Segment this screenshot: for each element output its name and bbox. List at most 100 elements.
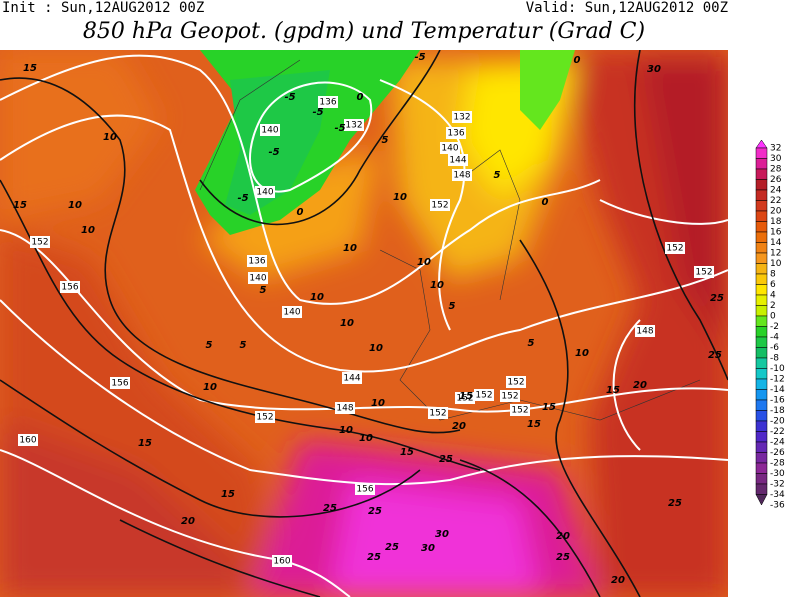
init-time: Init : Sun,12AUG2012 00Z xyxy=(2,0,204,16)
colorbar-swatch xyxy=(755,473,768,485)
geopotential-label: 156 xyxy=(61,283,78,293)
geopotential-label: 136 xyxy=(447,129,464,139)
colorbar-label: -26 xyxy=(770,448,785,458)
geopotential-label: 148 xyxy=(453,171,470,181)
colorbar-cap xyxy=(755,494,768,506)
temperature-label: 10 xyxy=(203,382,217,393)
temperature-label: 20 xyxy=(633,380,647,391)
colorbar-label: 24 xyxy=(770,186,782,196)
geopotential-label: 140 xyxy=(249,274,266,284)
geopotential-label: 152 xyxy=(456,394,473,404)
label-box xyxy=(318,96,338,108)
colorbar-label: 16 xyxy=(770,228,782,238)
label-box xyxy=(344,119,364,131)
colorbar-label: -8 xyxy=(770,354,779,364)
label-box xyxy=(342,372,362,384)
temperature-label: 25 xyxy=(668,498,682,509)
colorbar-label: 20 xyxy=(770,207,782,217)
temperature-label: 5 xyxy=(494,170,501,181)
colorbar-swatch xyxy=(755,200,768,212)
label-box xyxy=(247,255,267,267)
temperature-label: 25 xyxy=(556,552,570,563)
temperature-label: 5 xyxy=(240,340,247,351)
colorbar-swatch xyxy=(755,158,768,170)
geopotential-label: 132 xyxy=(345,121,362,131)
temperature-label: 0 xyxy=(574,55,581,66)
contour-labels: 136 132 140 132 136 140 144 148 152 140 136 140 140 1… xyxy=(13,52,724,586)
temperature-label: 15 xyxy=(221,489,235,500)
temperature-label: 15 xyxy=(459,391,473,402)
temperature-label: 20 xyxy=(556,531,570,542)
label-box xyxy=(452,111,472,123)
colorbar-label: 14 xyxy=(770,238,782,248)
colorbar-label: 32 xyxy=(770,144,781,154)
colorbar-label: 12 xyxy=(770,249,781,259)
temperature-label: 10 xyxy=(417,257,431,268)
temperature-label: 5 xyxy=(206,340,213,351)
label-box xyxy=(30,236,50,248)
label-box xyxy=(474,389,494,401)
temperature-label: 10 xyxy=(310,292,324,303)
colorbar-label: -34 xyxy=(770,490,785,500)
temperature-label: -5 xyxy=(334,123,345,134)
geopotential-label: 140 xyxy=(261,126,278,136)
geopotential-label: 148 xyxy=(636,327,653,337)
colorbar-label: 30 xyxy=(770,154,782,164)
colorbar-label: -36 xyxy=(770,501,785,511)
temperature-label: 15 xyxy=(23,63,37,74)
temperature-label: -5 xyxy=(268,147,279,158)
label-box xyxy=(272,555,292,567)
label-box xyxy=(440,142,460,154)
geopotential-label: 152 xyxy=(511,406,528,416)
colorbar-label: -24 xyxy=(770,438,785,448)
colorbar-swatch xyxy=(755,452,768,464)
geopotential-label: 144 xyxy=(449,156,466,166)
colorbar-cap xyxy=(755,139,768,149)
colorbar-label: 18 xyxy=(770,217,782,227)
colorbar-swatch xyxy=(755,336,768,348)
geopotential-label: 156 xyxy=(356,485,373,495)
temperature-label: 10 xyxy=(371,398,385,409)
temperature-label: 15 xyxy=(400,447,414,458)
colorbar-label: 26 xyxy=(770,175,782,185)
label-box xyxy=(282,306,302,318)
colorbar-swatch xyxy=(755,294,768,306)
map-area xyxy=(0,50,728,597)
colorbar-swatch xyxy=(755,273,768,285)
geopotential-label: 156 xyxy=(111,379,128,389)
label-box xyxy=(506,376,526,388)
temperature-label: -5 xyxy=(312,107,323,118)
colorbar-label: -2 xyxy=(770,322,779,332)
temperature-label: 25 xyxy=(708,350,722,361)
colorbar-swatch xyxy=(755,147,768,159)
temperature-label: 25 xyxy=(367,552,381,563)
colorbar-label: 28 xyxy=(770,165,782,175)
colorbar-swatch xyxy=(755,462,768,474)
colorbar-label: -28 xyxy=(770,459,785,469)
geopotential-label: 152 xyxy=(501,392,518,402)
temperature-label: -5 xyxy=(237,193,248,204)
temperature-label: 10 xyxy=(430,280,444,291)
label-box xyxy=(430,199,450,211)
temperature-label: 30 xyxy=(435,529,449,540)
temperature-label: 10 xyxy=(369,343,383,354)
colorbar-label: -30 xyxy=(770,469,785,479)
geopotential-label: 152 xyxy=(666,244,683,254)
colorbar-label: -12 xyxy=(770,375,785,385)
geopotential-label: 160 xyxy=(273,557,290,567)
label-box xyxy=(452,169,472,181)
colorbar-swatch xyxy=(755,378,768,390)
label-box xyxy=(260,124,280,136)
label-box xyxy=(455,392,475,404)
colorbar-swatch xyxy=(755,305,768,317)
map-title: 850 hPa Geopot. (gpdm) und Temperatur (G… xyxy=(83,19,645,44)
colorbar-swatch xyxy=(755,347,768,359)
label-box xyxy=(335,402,355,414)
geopotential-label: 152 xyxy=(507,378,524,388)
temperature-label: 15 xyxy=(527,419,541,430)
temperature-label: 5 xyxy=(260,285,267,296)
temperature-label: 15 xyxy=(13,200,27,211)
colorbar-label: 0 xyxy=(770,312,776,322)
temperature-label: -5 xyxy=(414,52,425,63)
